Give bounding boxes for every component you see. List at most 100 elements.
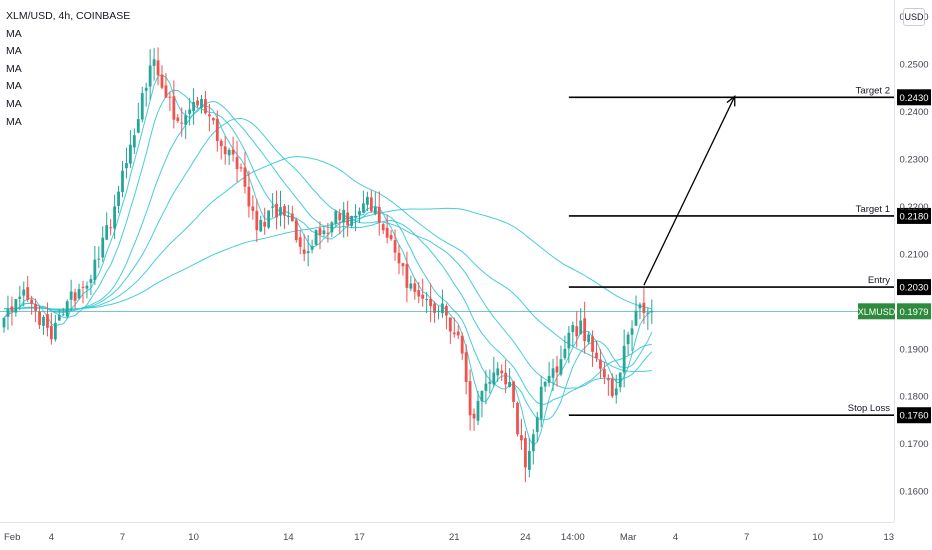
indicator-label-ma[interactable]: MA <box>6 115 22 128</box>
grid-layer <box>0 0 895 523</box>
candle-body <box>504 372 508 385</box>
time-tick-label: 14 <box>283 532 294 543</box>
candle-body <box>484 383 488 391</box>
time-tick-label: 4 <box>49 532 54 543</box>
candle-body <box>306 251 310 254</box>
candle-body <box>330 222 334 233</box>
candle-body <box>200 99 203 108</box>
candle-body <box>539 386 543 419</box>
time-tick-label: 10 <box>188 532 199 543</box>
candle-body <box>618 372 622 388</box>
candle-body <box>397 252 401 264</box>
candle-body <box>520 435 523 441</box>
candle-body <box>231 149 235 155</box>
candle-body <box>350 215 353 226</box>
candle-body <box>22 289 26 296</box>
time-tick-label: 17 <box>354 532 365 543</box>
level-price-badge <box>897 407 931 424</box>
candle-body <box>603 369 606 378</box>
indicator-label-ma[interactable]: MA <box>6 62 22 75</box>
candle-body <box>42 316 45 326</box>
candle-body <box>405 264 409 288</box>
candle-body <box>409 283 413 289</box>
candle-body <box>188 109 192 114</box>
price-tick-label: 0.1700 <box>899 439 928 450</box>
candle-body <box>425 299 429 301</box>
candle-body <box>227 149 231 156</box>
ma-line-50 <box>3 156 652 372</box>
ma-line-20 <box>3 100 652 405</box>
indicator-label-ma[interactable]: MA <box>6 80 22 93</box>
level-price-badge <box>897 279 931 296</box>
indicator-label-ma[interactable]: MA <box>6 27 22 40</box>
candle-body <box>512 381 515 402</box>
candle-body <box>275 203 278 218</box>
candle-body <box>547 375 551 383</box>
candle-body <box>492 372 496 385</box>
candle-body <box>18 296 22 299</box>
candle-body <box>172 96 176 120</box>
candle-body <box>448 317 452 332</box>
candle-body <box>208 114 211 117</box>
candle-body <box>69 291 73 300</box>
candle-body <box>338 213 342 221</box>
price-tick-label: 0.2200 <box>899 202 928 213</box>
candle-body <box>377 206 381 223</box>
time-tick-label: 13 <box>884 532 895 543</box>
candle-body <box>385 227 389 238</box>
projection-arrow-line <box>643 96 736 286</box>
candle-body <box>184 115 188 125</box>
indicator-label-ma[interactable]: MA <box>6 97 22 110</box>
candle-body <box>508 382 511 388</box>
level-price-badge <box>897 89 931 106</box>
candle-body <box>606 378 610 381</box>
candle-body <box>160 74 164 88</box>
candle-body <box>196 100 199 106</box>
candle-body <box>140 93 144 120</box>
candle-body <box>235 157 239 170</box>
candle-body <box>310 246 314 250</box>
candle-body <box>326 232 330 234</box>
candle-body <box>318 228 322 235</box>
candle-body <box>26 287 30 300</box>
candle-body <box>393 240 397 253</box>
price-tick-label: 0.2100 <box>899 249 928 260</box>
indicator-label-ma[interactable]: MA <box>6 45 22 58</box>
candle-body <box>638 304 642 309</box>
price-tick-label: 0.2500 <box>899 60 928 71</box>
candle-body <box>468 381 472 416</box>
candle-body <box>97 258 101 260</box>
candle-body <box>543 381 547 387</box>
candle-body <box>354 215 357 218</box>
candle-body <box>535 417 539 432</box>
candle-body <box>614 388 618 396</box>
chart-header: XLM/USD, 4h, COINBASE MA MA MA MA MA MA <box>6 8 130 131</box>
candle-body <box>117 191 120 206</box>
candle-body <box>243 167 247 187</box>
level-price-badge <box>897 207 931 224</box>
candle-body <box>302 249 306 254</box>
candle-body <box>575 326 579 337</box>
candle-body <box>433 303 436 313</box>
currency-button[interactable]: USD <box>903 8 925 26</box>
candle-body <box>563 348 567 359</box>
candle-body <box>219 140 223 147</box>
candles <box>2 47 654 482</box>
last-price-symbol-badge <box>858 303 895 320</box>
candle-body <box>314 230 318 245</box>
last-price-badge <box>897 303 931 320</box>
candle-body <box>2 317 6 328</box>
candle-body <box>180 122 184 124</box>
candle-body <box>342 209 346 223</box>
candle-body <box>125 163 128 169</box>
candle-body <box>279 207 282 216</box>
time-tick-label: Mar <box>620 532 636 543</box>
candle-body <box>65 301 69 317</box>
candle-body <box>294 220 298 241</box>
time-tick-label: 7 <box>744 532 749 543</box>
candle-body <box>251 206 255 211</box>
candle-body <box>583 318 587 341</box>
candle-body <box>373 207 377 214</box>
candle-body <box>38 311 41 325</box>
